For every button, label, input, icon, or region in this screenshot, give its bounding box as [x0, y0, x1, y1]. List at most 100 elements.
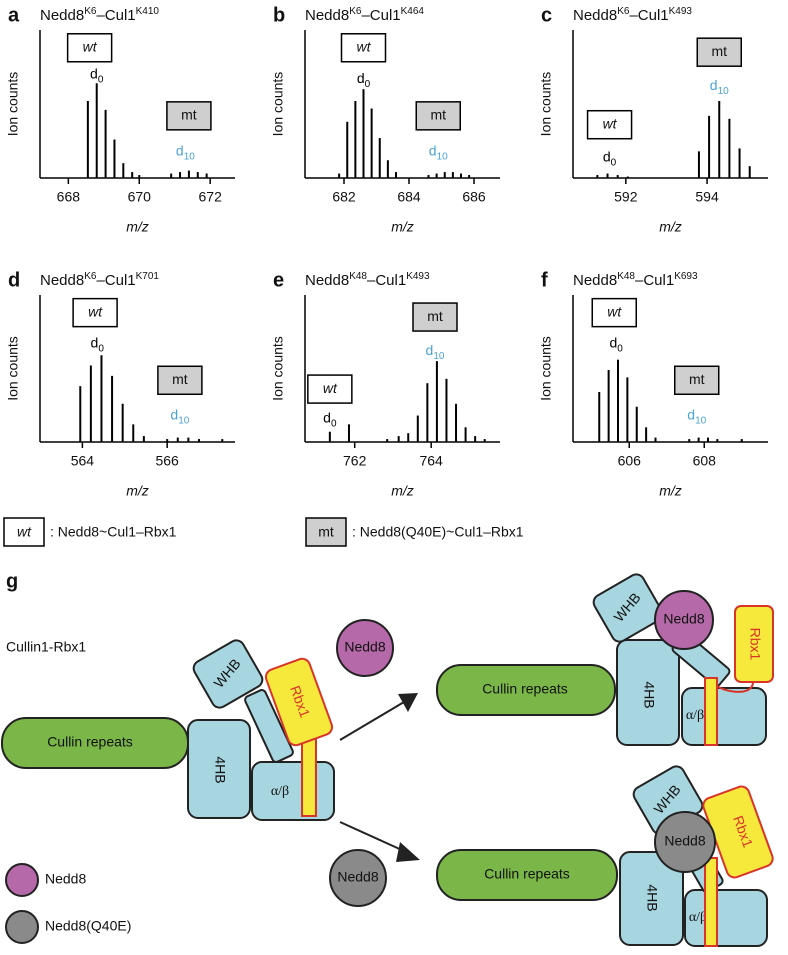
complex: Cullin repeats 4HB α/β WHB Nedd8 Rbx1 [436, 573, 774, 746]
legend-key: mt [318, 524, 334, 540]
title-part: K48 [617, 271, 635, 282]
panel-letter: f [541, 269, 548, 291]
x-tick-label: 670 [128, 189, 152, 205]
title-part: K693 [674, 271, 698, 282]
annotation-base: d [609, 334, 617, 350]
panel-letter: e [273, 269, 284, 291]
cullin-repeats [436, 664, 616, 716]
title-part: K701 [136, 271, 160, 282]
annotation: d10 [170, 406, 189, 426]
annotation-sub: 10 [695, 415, 707, 426]
annotation: d0 [91, 334, 105, 354]
annotation-box [66, 33, 113, 63]
annotation-sub: 10 [718, 86, 730, 97]
panel-title: Nedd8K6–Cul1K701 [40, 271, 159, 289]
x-axis-label: m/z [126, 219, 149, 235]
annotation-box [696, 37, 742, 67]
domain-whb [592, 573, 664, 643]
annotation-sub: 10 [184, 151, 196, 162]
x-tick-label: 606 [618, 453, 642, 469]
x-tick-label: 564 [71, 453, 95, 469]
domain-ab [251, 761, 335, 821]
annotation: d0 [323, 409, 337, 429]
title-part: –Cul1 [96, 272, 135, 289]
arrow-head [398, 693, 418, 712]
annotation-sub: 10 [433, 351, 445, 362]
x-tick-label: 686 [462, 189, 486, 205]
legend-text: Nedd8 [45, 871, 86, 887]
annotation-sub: 0 [98, 74, 104, 85]
annotation: wt [603, 115, 618, 131]
annotation-box [157, 365, 203, 396]
annotation-sub: 0 [98, 343, 104, 354]
domain-label: 4HB [644, 884, 660, 911]
annotation-base: d [357, 70, 365, 86]
domain-label: α/β [686, 708, 704, 723]
panel-title: Nedd8K6–Cul1K493 [573, 6, 692, 24]
annotation: d10 [426, 342, 445, 362]
annotation-base: d [170, 406, 178, 422]
cullin-repeats [436, 849, 618, 901]
annotation: mt [427, 308, 443, 324]
domain-label: Cullin repeats [482, 681, 568, 697]
title-part: Nedd8 [40, 272, 84, 289]
annotation-base: d [90, 65, 98, 81]
panel-title: Nedd8K6–Cul1K464 [305, 6, 424, 24]
annotation-box [307, 374, 353, 404]
title-part: K6 [84, 271, 97, 282]
domain-label: Cullin repeats [484, 866, 570, 882]
diagram-title: Cullin1-Rbx1 [6, 639, 86, 655]
annotation: wt [88, 303, 103, 319]
annotation-base: d [323, 409, 331, 425]
x-tick-label: 592 [614, 189, 638, 205]
annotation: wt [323, 380, 338, 396]
title-part: Nedd8 [305, 7, 349, 24]
title-part: –Cul1 [367, 272, 406, 289]
linker [244, 689, 294, 763]
y-axis-label: Ion counts [538, 72, 554, 137]
legend-swatch [5, 910, 39, 944]
x-tick-label: 566 [155, 453, 179, 469]
title-part: –Cul1 [96, 7, 135, 24]
x-tick-label: 684 [397, 189, 421, 205]
nedd8 [336, 619, 394, 677]
domain-whb [192, 639, 264, 709]
title-part: K493 [406, 271, 430, 282]
x-tick-label: 608 [693, 453, 717, 469]
x-axis-label: m/z [659, 219, 682, 235]
domain-4hb [616, 639, 680, 746]
annotation-sub: 0 [617, 343, 623, 354]
rbx1-stem [704, 857, 718, 947]
title-part: Nedd8 [573, 7, 617, 24]
domain-4hb [619, 851, 684, 946]
arrow-head [396, 842, 420, 862]
x-axis-label: m/z [659, 483, 682, 499]
domain-label: α/β [271, 784, 289, 799]
annotation: mt [181, 107, 197, 123]
annotation: d10 [710, 77, 729, 97]
title-part: Nedd8 [305, 272, 349, 289]
annotation-base: d [710, 77, 718, 93]
annotation: d10 [429, 142, 448, 162]
rbx1 [734, 605, 774, 683]
x-tick-label: 764 [419, 453, 443, 469]
nedd8 [654, 590, 714, 650]
title-part: K6 [349, 6, 362, 17]
annotation-box [412, 302, 458, 332]
annotation-box [166, 101, 212, 131]
complex: Cullin repeats 4HB α/β WHB Rbx1 [1, 639, 335, 821]
annotation: mt [172, 371, 188, 387]
annotation: wt [83, 38, 98, 54]
domain-label: α/β [689, 910, 707, 925]
panel-title: Nedd8K48–Cul1K693 [573, 271, 698, 289]
title-part: K48 [349, 271, 367, 282]
legend-box [305, 517, 347, 547]
annotation-base: d [429, 142, 437, 158]
annotation: d10 [687, 406, 706, 426]
title-part: K493 [669, 6, 693, 17]
annotation: wt [357, 38, 372, 54]
legend-box [3, 517, 45, 547]
nedd8-label: Nedd8 [663, 611, 704, 627]
domain-ab [681, 687, 767, 746]
domain-label: Cullin repeats [47, 734, 133, 750]
